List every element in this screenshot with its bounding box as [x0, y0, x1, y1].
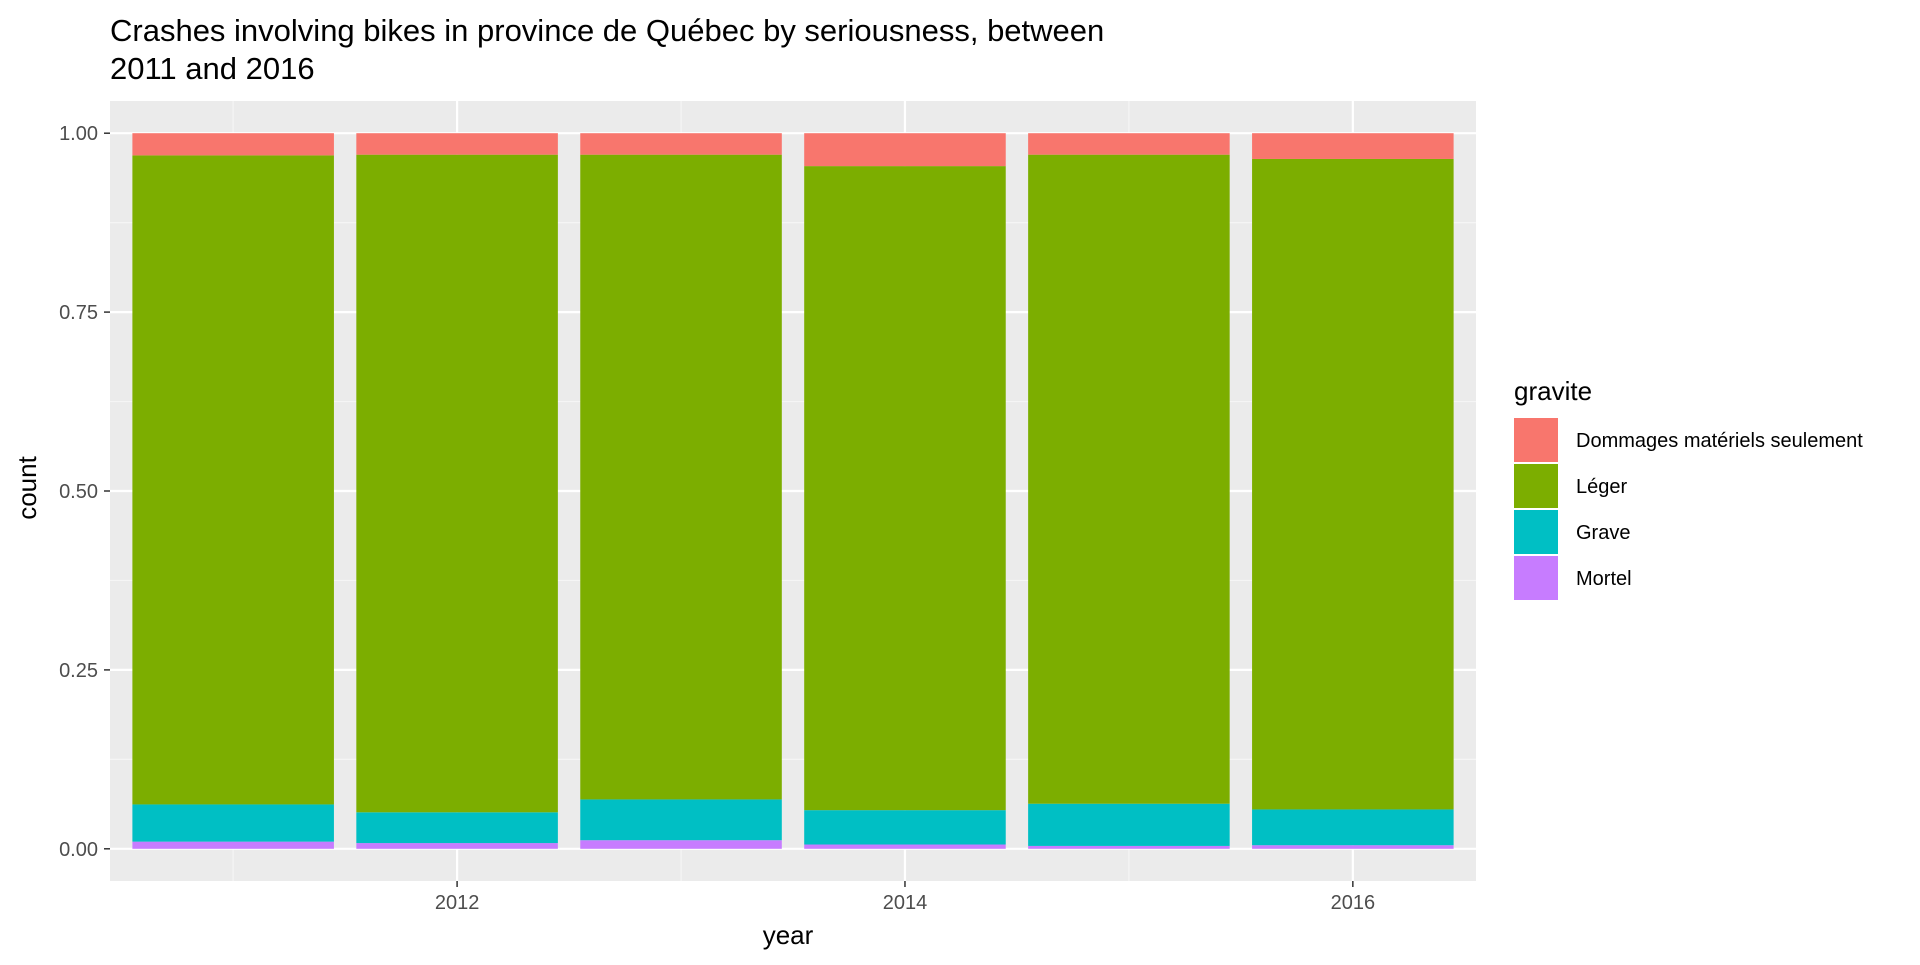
bar-segment-mortel-2014	[804, 844, 1006, 849]
bar-segment-dommages-mat-riels-seulement-2014	[804, 133, 1006, 167]
bar-segment-dommages-mat-riels-seulement-2013	[580, 133, 782, 155]
bar-segment-grave-2014	[804, 810, 1006, 845]
x-axis: 2012 2014 2016	[435, 881, 1375, 914]
legend-key	[1514, 418, 1558, 462]
y-tick-label: 1.00	[59, 123, 98, 145]
x-axis-label: year	[763, 920, 814, 950]
legend-items: Dommages matériels seulement Léger Grave Mo…	[1514, 418, 1863, 600]
bar-segment-grave-2013	[580, 799, 782, 841]
legend-title: gravite	[1514, 376, 1592, 406]
bar-segment-mortel-2012	[356, 843, 558, 849]
legend-label: Mortel	[1576, 568, 1632, 590]
bar-segment-l-ger-2012	[356, 154, 558, 813]
bar-segment-grave-2011	[132, 804, 334, 842]
bar-segment-dommages-mat-riels-seulement-2012	[356, 133, 558, 155]
chart-title: Crashes involving bikes in province de Q…	[110, 13, 1104, 86]
legend-key	[1514, 464, 1558, 508]
bar-segment-mortel-2011	[132, 841, 334, 849]
y-tick-label: 0.75	[59, 302, 98, 324]
bar-segment-mortel-2013	[580, 840, 782, 849]
bars	[132, 133, 1454, 849]
legend-label: Grave	[1576, 522, 1630, 544]
legend-label: Dommages matériels seulement	[1576, 430, 1863, 452]
bar-segment-mortel-2015	[1028, 845, 1230, 849]
y-tick-label: 0.00	[59, 839, 98, 861]
x-tick-label: 2016	[1331, 892, 1376, 914]
bar-segment-l-ger-2013	[580, 154, 782, 800]
bar-segment-l-ger-2011	[132, 155, 334, 805]
legend: gravite Dommages matériels seulement Lége…	[1514, 376, 1863, 600]
bar-segment-l-ger-2015	[1028, 154, 1230, 804]
legend-key	[1514, 556, 1558, 600]
bar-segment-l-ger-2014	[804, 166, 1006, 811]
bar-segment-grave-2016	[1252, 809, 1454, 846]
x-tick-label: 2012	[435, 892, 480, 914]
bar-segment-grave-2015	[1028, 803, 1230, 846]
x-tick-label: 2014	[883, 892, 928, 914]
y-axis-label: count	[12, 455, 42, 519]
legend-key	[1514, 510, 1558, 554]
chart-title-line-1: Crashes involving bikes in province de Q…	[110, 13, 1104, 48]
bar-segment-l-ger-2016	[1252, 158, 1454, 810]
y-tick-label: 0.25	[59, 660, 98, 682]
bar-segment-mortel-2016	[1252, 845, 1454, 849]
chart-title-line-2: 2011 and 2016	[110, 51, 315, 86]
y-tick-label: 0.50	[59, 481, 98, 503]
bar-segment-dommages-mat-riels-seulement-2016	[1252, 133, 1454, 159]
bar-segment-grave-2012	[356, 812, 558, 844]
bar-segment-dommages-mat-riels-seulement-2015	[1028, 133, 1230, 155]
y-axis: 0.00 0.25 0.50 0.75 1.00	[59, 123, 110, 861]
bar-segment-dommages-mat-riels-seulement-2011	[132, 133, 334, 156]
legend-label: Léger	[1576, 476, 1627, 498]
